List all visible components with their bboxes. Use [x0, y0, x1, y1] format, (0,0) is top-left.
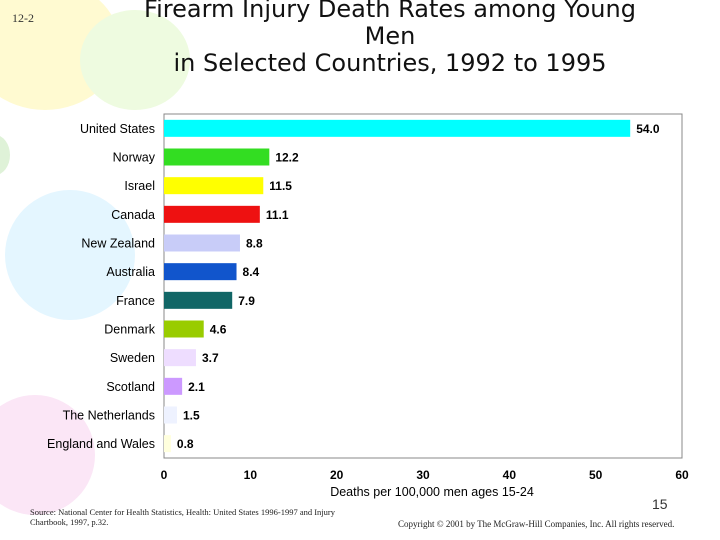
- category-label: Scotland: [106, 380, 155, 394]
- slide-number: 12-2: [12, 11, 34, 25]
- page-number: 15: [652, 496, 668, 512]
- title-line-1: Firearm Injury Death Rates among Young: [144, 0, 636, 23]
- category-label: Sweden: [110, 351, 155, 365]
- value-label: 8.4: [243, 265, 260, 279]
- category-label: Canada: [111, 208, 155, 222]
- bar-canada: [164, 205, 260, 223]
- value-label: 12.2: [275, 151, 299, 165]
- x-tick-label: 10: [244, 468, 258, 482]
- x-tick-label: 60: [675, 468, 689, 482]
- x-tick-label: 40: [503, 468, 517, 482]
- value-label: 54.0: [636, 122, 660, 136]
- bar-norway: [164, 148, 270, 166]
- bar-france: [164, 291, 233, 309]
- bar-denmark: [164, 320, 204, 338]
- value-label: 7.9: [238, 294, 255, 308]
- category-label: Denmark: [104, 323, 155, 337]
- bar-new-zealand: [164, 234, 240, 252]
- value-label: 8.8: [246, 237, 263, 251]
- plot-area-frame: [163, 113, 683, 459]
- source-note: Source: National Center for Health Stati…: [30, 507, 335, 527]
- x-axis-label: Deaths per 100,000 men ages 15-24: [330, 485, 534, 499]
- bar-england-and-wales: [164, 435, 171, 453]
- category-label: England and Wales: [47, 437, 155, 451]
- copyright-notice: Copyright © 2001 by The McGraw-Hill Comp…: [398, 519, 675, 529]
- category-label: Australia: [106, 265, 155, 279]
- value-label: 4.6: [210, 323, 227, 337]
- bar-australia: [164, 263, 237, 281]
- x-tick-label: 30: [416, 468, 430, 482]
- x-tick-label: 0: [161, 468, 168, 482]
- bar-sweden: [164, 349, 196, 367]
- bar-israel: [164, 177, 264, 195]
- bar-the-netherlands: [164, 406, 177, 424]
- category-label: Norway: [113, 151, 156, 165]
- category-label: The Netherlands: [63, 409, 155, 423]
- value-label: 1.5: [183, 409, 200, 423]
- chart-title: Firearm Injury Death Rates among Young M…: [40, 0, 720, 77]
- value-label: 0.8: [177, 437, 194, 451]
- x-tick-label: 20: [330, 468, 344, 482]
- bar-scotland: [164, 377, 183, 395]
- value-label: 11.5: [269, 179, 292, 193]
- category-label: France: [116, 294, 155, 308]
- title-line-2: Men: [364, 22, 416, 50]
- value-label: 2.1: [188, 380, 205, 394]
- category-label: New Zealand: [81, 237, 155, 251]
- value-label: 11.1: [266, 208, 289, 222]
- bar-united-states: [164, 119, 631, 137]
- category-label: Israel: [124, 179, 155, 193]
- x-tick-label: 50: [589, 468, 603, 482]
- value-label: 3.7: [202, 351, 219, 365]
- title-line-3: in Selected Countries, 1992 to 1995: [173, 49, 607, 77]
- category-label: United States: [80, 122, 155, 136]
